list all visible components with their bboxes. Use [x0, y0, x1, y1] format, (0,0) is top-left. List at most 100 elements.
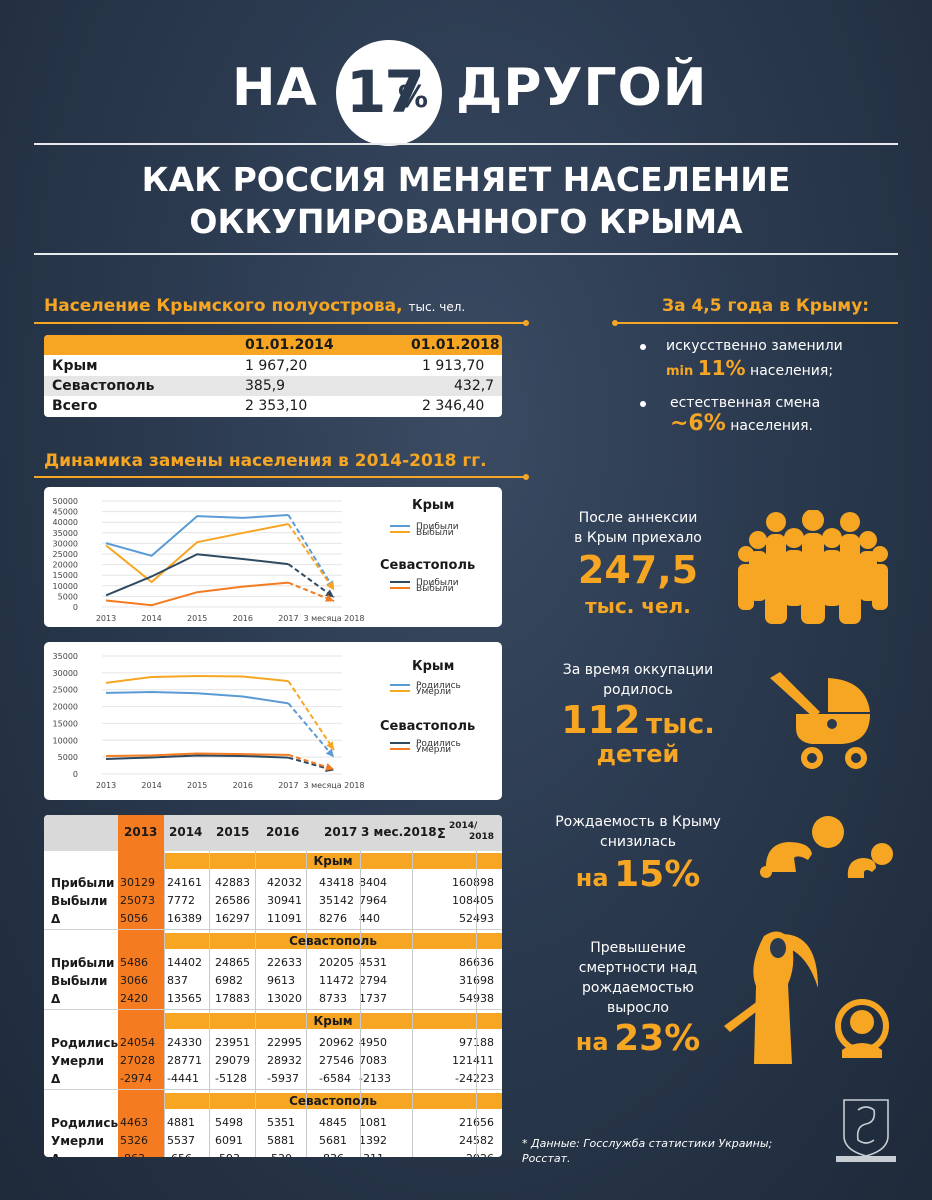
summary-bullet-1-line1: искусственно заменили [666, 338, 843, 354]
table-block-title: Севастополь [164, 933, 502, 949]
table-cell: 16297 [215, 912, 250, 925]
migration-chart-card: 0 5000 10000 15000 20000 25000 30000 35000 40000… [44, 487, 502, 627]
table-cell: 16389 [167, 912, 202, 925]
stat-mortality-line2: смертности над [578, 960, 698, 976]
legend-group-title: Севастополь [380, 719, 475, 734]
ministry-emblem-logo [836, 1099, 896, 1162]
table-row: Δ5056163891629711091827644052493 [44, 909, 502, 927]
summary-bullet-2-rest: населения. [730, 418, 813, 434]
table-cell: 26586 [215, 894, 250, 907]
statistics-table: 2013 2014 2015 2016 2017 3 мес.2018 Σ 2014/2018… [44, 815, 502, 1157]
table-cell: 5326 [120, 1134, 148, 1147]
population-row-label: Севастополь [52, 378, 155, 394]
table-cell: 9613 [267, 974, 295, 987]
crawling-babies-icon [760, 816, 893, 878]
stat-arrivals-unit: тыс. чел. [585, 594, 691, 618]
table-cell: 4950 [359, 1036, 387, 1049]
table-row: Выбыли30668376982961311472279431698 [44, 971, 502, 989]
y-tick-label: 45000 [53, 508, 78, 517]
legend-group-title: Крым [412, 659, 454, 674]
stat-births-line1: За время оккупации [562, 662, 714, 678]
footnote-line1: * Данные: Госслужба статистики Украины; [522, 1137, 773, 1150]
table-cell: -530 [267, 1152, 292, 1157]
legend-entry: Прибыли [416, 522, 459, 532]
table-column-divider [476, 851, 477, 1157]
population-row: Крым 1 967,20 1 913,70 [44, 356, 502, 376]
percent-badge: 17 % [336, 40, 442, 146]
table-cell: -836 [319, 1152, 344, 1157]
y-tick-label: 50000 [53, 497, 78, 506]
table-cell: 6091 [215, 1134, 243, 1147]
table-cell: 27546 [319, 1054, 354, 1067]
stat-mortality-value: на 23% [548, 1018, 728, 1059]
series-arrowhead [326, 581, 334, 591]
table-cell: 17883 [215, 992, 250, 1005]
series-arrowhead [325, 748, 334, 758]
table-cell: 7964 [359, 894, 387, 907]
y-tick-label: 30000 [53, 539, 78, 548]
y-tick-label: 10000 [53, 736, 78, 745]
births-deaths-line-chart: 0 5000 10000 15000 20000 25000 30000 35000 2013 2… [53, 652, 476, 790]
table-cell: 440 [359, 912, 380, 925]
summary-bullet-1-line2: min 11% населения; [666, 356, 896, 380]
stat-births-text: За время оккупации родилось [548, 660, 728, 700]
series-dashed-segment [287, 702, 335, 758]
stat-birthrate-value: на 15% [548, 854, 728, 895]
table-cell-sum: 121411 [452, 1054, 494, 1067]
y-tick-label: 25000 [53, 550, 78, 559]
x-tick-label: 2015 [187, 781, 207, 790]
table-row: Δ -2974 -4441 -5128 -5937 -6584 -2133 -24223 [44, 1069, 502, 1087]
y-tick-label: 5000 [58, 753, 78, 762]
x-tick-label: 2017 [278, 614, 298, 623]
table-cell: 5498 [215, 1116, 243, 1129]
table-cell: 20962 [319, 1036, 354, 1049]
table-row: Прибыли548614402248652263320205453186636 [44, 953, 502, 971]
population-underline-dot [523, 320, 529, 326]
series-line [105, 690, 289, 705]
subtitle-line1: КАК РОССИЯ МЕНЯЕТ НАСЕЛЕНИЕ [141, 160, 791, 199]
stat-births-line2: родилось [603, 682, 673, 698]
population-col-2018: 01.01.2018 [411, 337, 500, 353]
table-cell: -6584 [319, 1072, 351, 1085]
population-row-2018: 432,7 [454, 378, 495, 394]
table-cell: 4463 [120, 1116, 148, 1129]
table-row: Прибыли 30129 24161 42883 42032 43418 8404 1608… [44, 873, 502, 891]
series-arrowhead [325, 594, 334, 602]
table-cell: 35142 [319, 894, 354, 907]
y-tick-label: 20000 [53, 561, 78, 570]
dynamics-underline [34, 476, 526, 478]
hero-word-left: НА [232, 58, 318, 118]
hero-word-right: ДРУГОЙ [456, 58, 708, 118]
population-underline [34, 322, 526, 324]
table-block-divider [44, 1009, 502, 1010]
percent-badge-sign: % [398, 80, 429, 115]
table-cell: 11472 [319, 974, 354, 987]
table-cell: 5486 [120, 956, 148, 969]
x-tick-label: 2013 [96, 781, 116, 790]
column-2013-highlight [118, 815, 164, 1157]
stat-arrivals-line2: в Крым приехало [574, 530, 702, 546]
table-cell: 3066 [120, 974, 148, 987]
table-cell: 837 [167, 974, 188, 987]
table-row: Умерли 27028 28771 29079 28932 27546 7083 12141… [44, 1051, 502, 1069]
population-row-2014: 2 353,10 [245, 398, 308, 414]
hero-title: НА 17 % ДРУГОЙ [0, 40, 932, 146]
table-cell: 13020 [267, 992, 302, 1005]
table-cell: -311 [359, 1152, 384, 1157]
table-cell: 6982 [215, 974, 243, 987]
legend-entry: Выбыли [416, 584, 454, 594]
subtitle-line2: ОККУПИРОВАННОГО КРЫМА [189, 202, 743, 241]
table-row-label: Родились [51, 1036, 119, 1050]
stat-birthrate-line2: снизилась [600, 834, 676, 850]
stat-births-unit: тыс. [646, 707, 715, 740]
table-cell: 24161 [167, 876, 202, 889]
table-block-title: Севастополь [164, 1093, 502, 1109]
table-cell: 25073 [120, 894, 155, 907]
stat-arrivals-text: После аннексии в Крым приехало [548, 508, 728, 548]
y-tick-label: 40000 [53, 518, 78, 527]
table-cell: -4441 [167, 1072, 199, 1085]
table-row-label: Δ [51, 912, 61, 926]
x-tick-label: 2015 [187, 614, 207, 623]
table-sum-sigma: Σ [437, 827, 446, 842]
series-dashed-segment [287, 680, 335, 751]
